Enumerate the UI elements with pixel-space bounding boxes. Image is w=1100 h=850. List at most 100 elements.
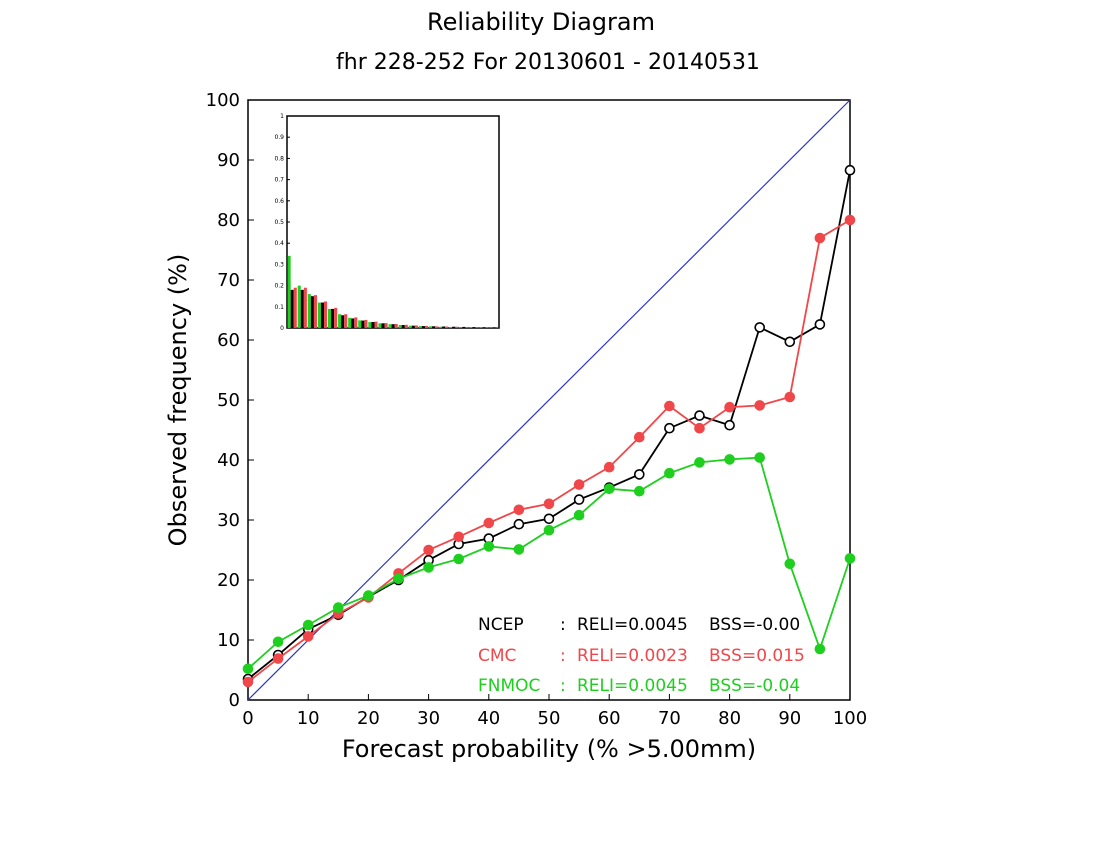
inset-bar-fnmoc bbox=[338, 314, 342, 328]
data-point-cmc bbox=[694, 422, 705, 434]
inset-bar-ncep bbox=[391, 324, 395, 328]
inset-bar-fnmoc bbox=[479, 327, 483, 328]
inset-bar-ncep bbox=[310, 296, 314, 328]
inset-bar-ncep bbox=[421, 326, 425, 328]
inset-y-tick-label: 0.5 bbox=[274, 219, 284, 226]
data-point-fnmoc bbox=[332, 602, 344, 613]
x-tick-label: 70 bbox=[658, 708, 681, 729]
inset-bar-fnmoc bbox=[418, 326, 422, 328]
inset-bar-fnmoc bbox=[469, 327, 473, 328]
inset-y-tick-label: 0.6 bbox=[274, 198, 284, 205]
inset-bar-ncep bbox=[462, 326, 466, 328]
data-point-cmc bbox=[784, 391, 796, 403]
inset-y-tick-label: 0.9 bbox=[274, 134, 284, 141]
data-point-cmc bbox=[242, 676, 254, 688]
legend-reli-fnmoc: RELI=0.0045 bbox=[577, 676, 688, 696]
data-point-fnmoc bbox=[513, 544, 525, 555]
inset-y-tick-label: 0.1 bbox=[274, 304, 284, 311]
legend-name-fnmoc: FNMOC bbox=[478, 676, 540, 696]
inset-bar-fnmoc bbox=[398, 325, 402, 328]
data-point-fnmoc bbox=[814, 643, 826, 655]
legend-bss-cmc: BSS=0.015 bbox=[709, 646, 805, 666]
inset-bar-fnmoc bbox=[297, 285, 301, 328]
data-point-fnmoc bbox=[453, 553, 465, 565]
inset-bar-cmc bbox=[384, 323, 388, 328]
inset-y-tick-label: 0.3 bbox=[274, 261, 284, 268]
inset-bar-ncep bbox=[371, 322, 375, 328]
legend-bss-fnmoc: BSS=-0.04 bbox=[709, 676, 800, 696]
inset-y-tick-label: 0.4 bbox=[274, 240, 284, 247]
data-point-fnmoc bbox=[694, 457, 705, 468]
x-tick-label: 60 bbox=[598, 708, 621, 729]
data-point-ncep bbox=[844, 164, 856, 176]
inset-bar-fnmoc bbox=[449, 326, 453, 328]
data-point-cmc bbox=[664, 400, 675, 412]
data-point-fnmoc bbox=[603, 483, 615, 495]
inset-y-tick-label: 0.7 bbox=[274, 177, 284, 184]
data-point-cmc bbox=[754, 400, 766, 411]
data-point-cmc bbox=[423, 544, 434, 556]
inset-y-tick-label: 0 bbox=[280, 325, 284, 332]
inset-bar-fnmoc bbox=[348, 317, 352, 328]
inset-bar-ncep bbox=[320, 302, 325, 328]
x-tick-label: 100 bbox=[833, 708, 867, 729]
inset-bar-fnmoc bbox=[287, 255, 291, 328]
inset-histogram: 0 0.1 0.2 0.3 0.4 0.5 0.6 0.7 0.8 0.9 1 bbox=[274, 113, 500, 332]
inset-bar-ncep bbox=[472, 327, 476, 328]
data-point-fnmoc bbox=[784, 558, 796, 570]
data-point-ncep bbox=[784, 336, 796, 348]
y-tick-label: 80 bbox=[217, 210, 240, 231]
x-tick-label: 0 bbox=[242, 708, 253, 729]
data-point-fnmoc bbox=[302, 619, 314, 631]
inset-bar-cmc bbox=[374, 321, 378, 328]
data-point-cmc bbox=[814, 232, 826, 244]
data-point-fnmoc bbox=[724, 454, 735, 465]
data-point-fnmoc bbox=[363, 590, 374, 601]
x-axis-label: Forecast probability (% >5.00mm) bbox=[342, 735, 756, 763]
y-tick-label: 10 bbox=[217, 630, 240, 651]
inset-bar-cmc bbox=[475, 327, 479, 328]
y-tick-label: 20 bbox=[217, 570, 240, 591]
inset-bar-ncep bbox=[290, 289, 294, 328]
inset-bar-fnmoc bbox=[439, 326, 443, 328]
data-point-cmc bbox=[603, 461, 615, 473]
x-tick-label: 50 bbox=[538, 708, 561, 729]
inset-bar-cmc bbox=[354, 317, 358, 328]
inset-bar-fnmoc bbox=[428, 326, 432, 328]
x-tick-label: 90 bbox=[778, 708, 801, 729]
data-point-ncep bbox=[513, 518, 525, 530]
inset-bar-fnmoc bbox=[317, 302, 321, 328]
data-point-ncep bbox=[814, 319, 826, 330]
chart-title: Reliability Diagram bbox=[427, 8, 655, 36]
inset-bar-cmc bbox=[435, 326, 439, 328]
inset-bar-cmc bbox=[394, 323, 398, 328]
y-tick-label: 70 bbox=[217, 270, 240, 291]
data-point-ncep bbox=[694, 410, 705, 421]
inset-bar-fnmoc bbox=[459, 327, 463, 328]
y-tick-label: 100 bbox=[206, 90, 240, 111]
x-tick-label: 40 bbox=[477, 708, 500, 729]
inset-bar-cmc bbox=[364, 319, 368, 328]
inset-bar-ncep bbox=[381, 323, 385, 328]
data-point-cmc bbox=[844, 214, 856, 226]
inset-bar-ncep bbox=[431, 326, 436, 328]
inset-bar-cmc bbox=[404, 324, 408, 328]
data-point-fnmoc bbox=[754, 452, 766, 463]
y-tick-label: 40 bbox=[217, 450, 240, 471]
inset-y-tick-label: 1 bbox=[280, 113, 284, 120]
inset-bar-ncep bbox=[401, 325, 405, 328]
data-point-cmc bbox=[272, 653, 284, 664]
y-tick-label: 60 bbox=[217, 330, 240, 351]
inset-bar-cmc bbox=[424, 325, 429, 328]
y-axis-label: Observed frequency (%) bbox=[164, 254, 192, 547]
inset-bar-fnmoc bbox=[378, 323, 382, 328]
legend-name-cmc: CMC bbox=[478, 646, 516, 666]
data-point-fnmoc bbox=[633, 485, 645, 497]
data-point-cmc bbox=[453, 531, 465, 543]
inset-bar-ncep bbox=[300, 289, 304, 328]
legend-reli-ncep: RELI=0.0045 bbox=[577, 615, 688, 635]
inset-bar-ncep bbox=[411, 325, 415, 328]
inset-y-tick-label: 0.8 bbox=[274, 155, 284, 162]
data-point-fnmoc bbox=[242, 663, 254, 675]
